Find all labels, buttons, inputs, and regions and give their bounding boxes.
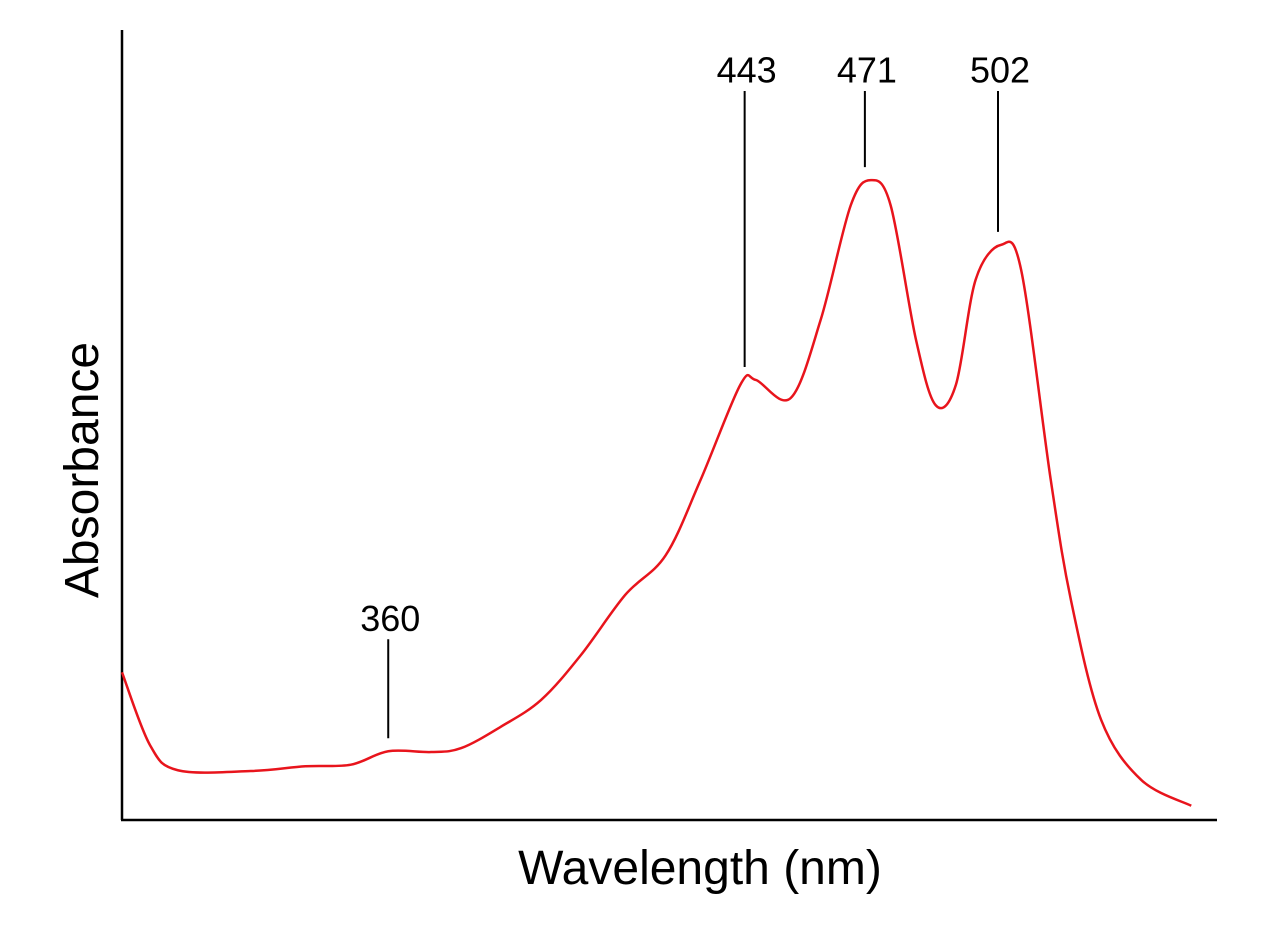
peak-label: 360 (360, 598, 420, 639)
spectrum-line (120, 178, 1192, 807)
x-axis-label: Wavelength (nm) (518, 842, 882, 895)
peak-label: 443 (717, 50, 777, 91)
peak-label: 471 (837, 50, 897, 91)
y-axis-label: Absorbance (56, 342, 109, 598)
peak-label: 502 (970, 50, 1030, 91)
